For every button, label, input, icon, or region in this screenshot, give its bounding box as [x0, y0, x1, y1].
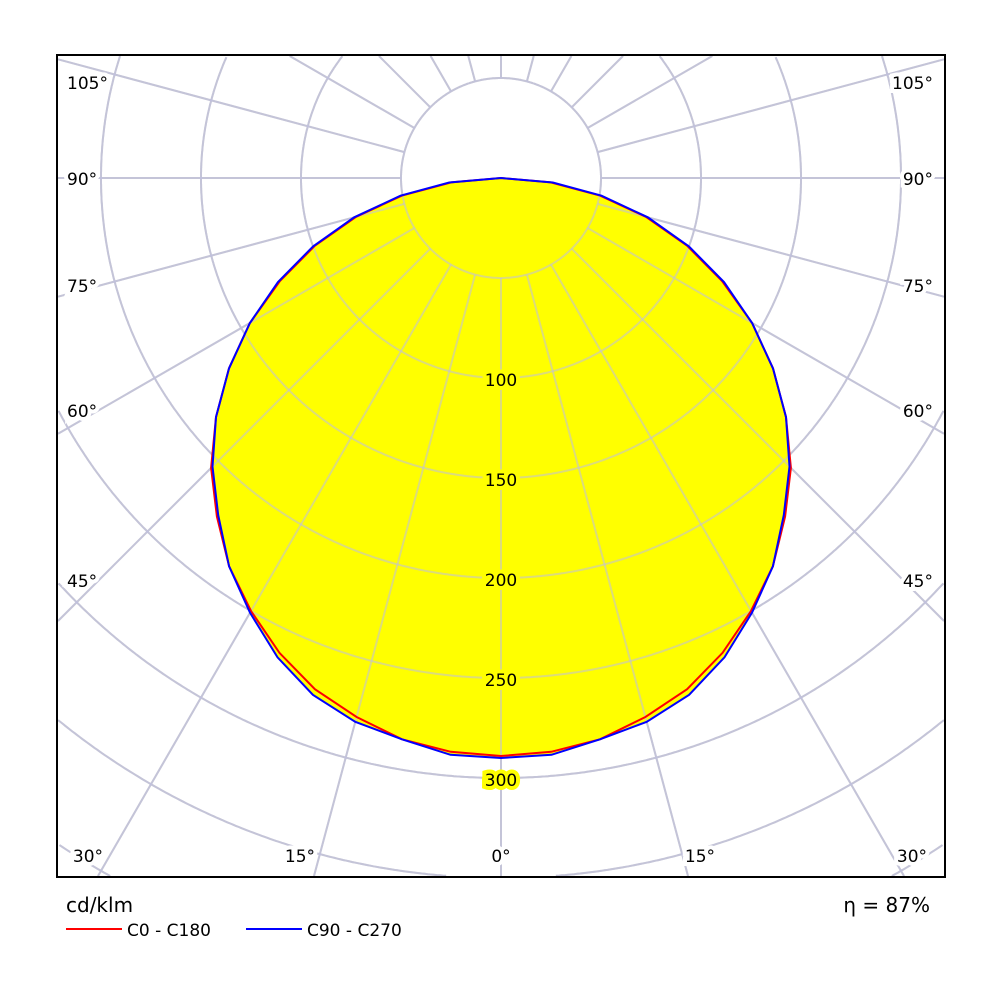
angle-tick-label: 90°: [903, 170, 933, 190]
angle-tick-label: 75°: [67, 277, 97, 297]
radial-tick-label: 300: [485, 771, 517, 791]
radial-tick-label: 200: [485, 571, 517, 591]
legend-label-c90-c270: C90 - C270: [307, 921, 402, 941]
angle-tick-label: 45°: [903, 572, 933, 592]
grid-spoke: [587, 55, 713, 129]
tick-labels: 100 150 200 250 300 105° 105° 90° 90° 75° 75° 60° 60…: [63, 70, 937, 871]
angle-tick-label: 75°: [903, 277, 933, 297]
angle-tick-label: 105°: [67, 74, 108, 94]
angle-tick-label: 30°: [73, 847, 103, 867]
grid-spoke: [587, 227, 945, 435]
grid-spoke: [57, 58, 405, 154]
grid-spoke: [289, 55, 415, 129]
polar-grid-overlay: [57, 55, 945, 877]
grid-circle: [57, 582, 945, 779]
unit-label: cd/klm: [66, 893, 133, 917]
grid-spoke: [429, 55, 452, 92]
angle-tick-label: 0°: [491, 847, 510, 867]
grid-spoke: [597, 58, 945, 154]
series-curves: [210, 176, 792, 760]
angle-tick-label: 60°: [67, 402, 97, 422]
angle-tick-label: 30°: [897, 847, 927, 867]
grid-spoke: [313, 274, 477, 877]
grid-circle: [100, 55, 902, 579]
legend-label-c0-c180: C0 - C180: [127, 921, 211, 941]
grid-spoke: [467, 55, 477, 82]
angle-tick-label: 15°: [285, 847, 315, 867]
angle-tick-label: 15°: [685, 847, 715, 867]
grid-spoke: [57, 202, 405, 298]
grid-spoke: [57, 227, 415, 435]
radial-tick-label: 150: [485, 471, 517, 491]
grid-spoke: [597, 202, 945, 298]
grid-circle: [57, 410, 945, 679]
radial-tick-label: 250: [485, 671, 517, 691]
angle-tick-label: 90°: [67, 170, 97, 190]
series-curve-c90-c270: [211, 176, 791, 760]
angle-tick-label: 105°: [892, 74, 933, 94]
efficiency-label: η = 87%: [843, 893, 930, 917]
grid-spoke: [550, 55, 573, 92]
legend: C0 - C180 C90 - C270: [66, 921, 402, 941]
grid-spoke: [525, 55, 535, 82]
grid-spoke: [571, 248, 945, 622]
grid-spoke: [525, 274, 689, 877]
grid-spoke: [571, 55, 624, 108]
grid-spoke: [378, 55, 431, 108]
grid-spoke: [57, 248, 431, 622]
grid-circle: [300, 55, 702, 379]
angle-tick-label: 45°: [67, 572, 97, 592]
grid-circle: [200, 56, 802, 479]
grid-circle: [57, 719, 945, 877]
grid-spoke: [550, 264, 905, 877]
angle-tick-label: 60°: [903, 402, 933, 422]
radial-tick-label: 100: [485, 371, 517, 391]
grid-spoke: [97, 264, 452, 877]
plot-frame: [56, 54, 946, 878]
